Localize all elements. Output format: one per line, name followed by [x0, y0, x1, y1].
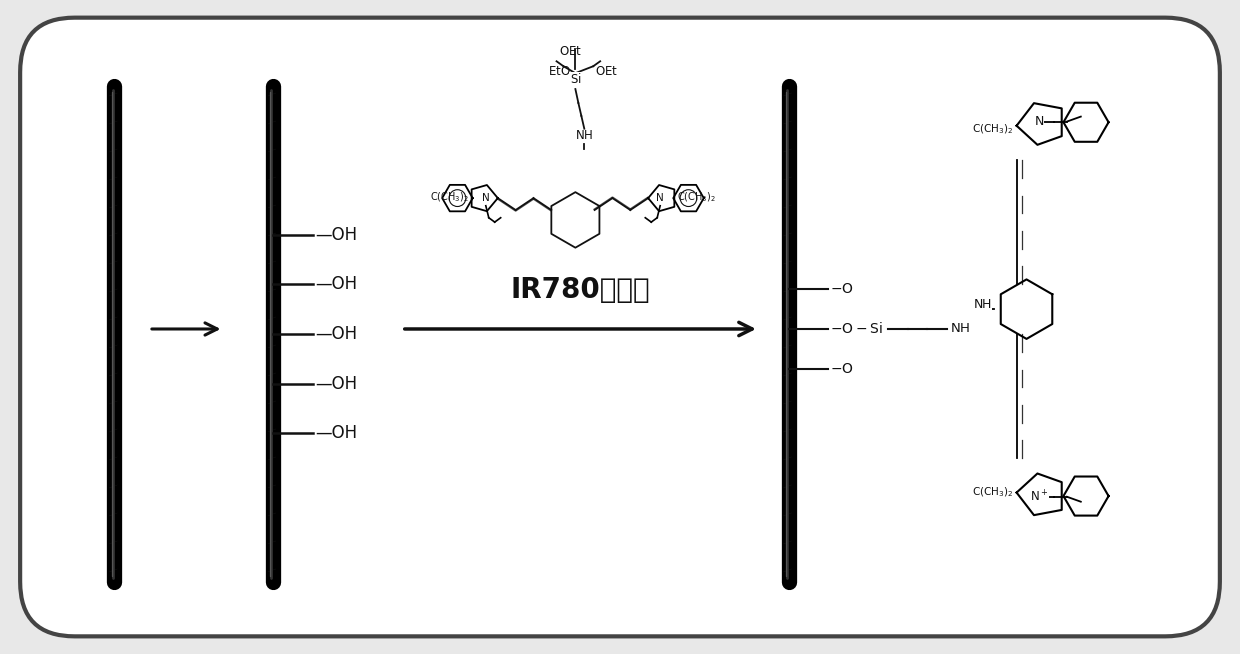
Text: $\mathrm{-O-Si}$: $\mathrm{-O-Si}$ [831, 322, 883, 337]
Text: N: N [656, 193, 665, 203]
Text: $\mathrm{OEt}$: $\mathrm{OEt}$ [595, 65, 619, 78]
Text: —OH: —OH [316, 375, 357, 392]
Text: $\mathrm{-O}$: $\mathrm{-O}$ [831, 283, 854, 296]
Text: N: N [482, 193, 490, 203]
Text: $\mathrm{NH}$: $\mathrm{NH}$ [575, 129, 593, 142]
Text: $\mathrm{-O}$: $\mathrm{-O}$ [831, 362, 854, 375]
Text: IR780衍生物: IR780衍生物 [511, 276, 650, 304]
Text: $\mathrm{N^+}$: $\mathrm{N^+}$ [1030, 489, 1048, 504]
Text: —OH: —OH [316, 424, 357, 442]
Text: N: N [1034, 115, 1044, 128]
Text: —OH: —OH [316, 275, 357, 294]
Text: $\mathrm{Si}$: $\mathrm{Si}$ [569, 72, 582, 86]
FancyBboxPatch shape [20, 18, 1220, 636]
Text: $\mathrm{EtO}$: $\mathrm{EtO}$ [548, 65, 570, 78]
Text: —OH: —OH [316, 226, 357, 244]
Text: $\mathrm{C(CH_3)_2}$: $\mathrm{C(CH_3)_2}$ [972, 486, 1013, 500]
Text: $\mathrm{C(CH_3)_2}$: $\mathrm{C(CH_3)_2}$ [430, 190, 469, 204]
Text: $\mathrm{OEt}$: $\mathrm{OEt}$ [559, 45, 582, 58]
Text: $\mathrm{NH}$: $\mathrm{NH}$ [950, 322, 970, 336]
Text: $\mathrm{NH}$: $\mathrm{NH}$ [972, 298, 992, 311]
Text: $\mathrm{C(CH_3)_2}$: $\mathrm{C(CH_3)_2}$ [972, 122, 1013, 136]
Text: —OH: —OH [316, 325, 357, 343]
Text: $\mathrm{C(CH_3)_2}$: $\mathrm{C(CH_3)_2}$ [677, 190, 717, 204]
